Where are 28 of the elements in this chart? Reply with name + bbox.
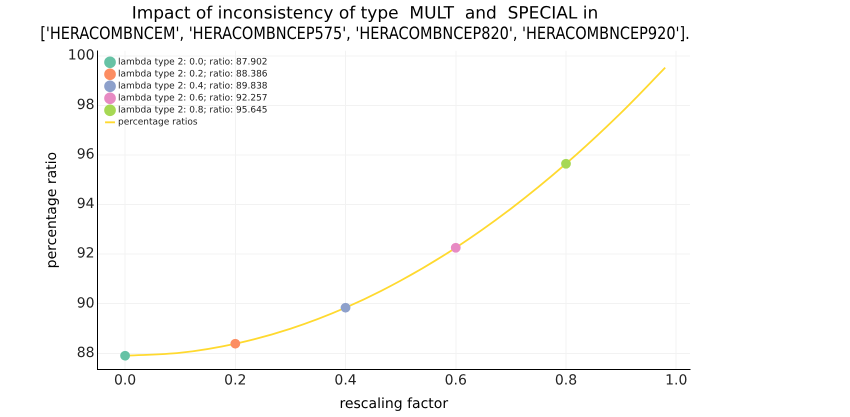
point <box>120 350 130 361</box>
y-axis-title: percentage ratio <box>44 152 60 268</box>
text: Impact of inconsistency of type MULT and SPECIAL in <box>132 4 598 24</box>
y-tick-label: 96 <box>76 146 95 163</box>
x-tick-label: 1.0 <box>665 372 688 388</box>
legend-label: lambda type 2: 0.8; ratio: 95.645 <box>118 106 268 116</box>
y-tick-label: 90 <box>76 295 95 312</box>
x-tick-label: 0.8 <box>554 372 578 388</box>
x-tick-label: 0.6 <box>444 372 467 388</box>
point <box>450 242 461 253</box>
y-tick-label: 88 <box>76 344 95 361</box>
legend-label: lambda type 2: 0.2; ratio: 88.386 <box>118 70 268 80</box>
legend-label: percentage ratios <box>118 118 198 128</box>
y-tick-label: 100 <box>68 47 95 64</box>
x-axis-title: rescaling factor <box>339 396 448 412</box>
x-tick-label: 0.0 <box>114 372 136 388</box>
point <box>561 158 571 169</box>
point <box>230 338 240 349</box>
x-tick-label: 0.2 <box>224 372 246 388</box>
legend-label: lambda type 2: 0.4; ratio: 89.838 <box>118 82 268 92</box>
point <box>340 302 350 313</box>
text: ['HERACOMBNCEM', 'HERACOMBNCEP575', 'HERACOMBNCEP820', 'HERACOMBNCEP920']. <box>40 22 690 44</box>
y-tick-label: 94 <box>76 196 95 212</box>
legend-label: lambda type 2: 0.6; ratio: 92.257 <box>118 94 268 104</box>
y-tick-label: 92 <box>76 246 95 262</box>
x-tick-label: 0.4 <box>334 372 357 388</box>
legend-label: lambda type 2: 0.0; ratio: 87.902 <box>118 58 268 68</box>
y-tick-label: 98 <box>76 96 95 113</box>
